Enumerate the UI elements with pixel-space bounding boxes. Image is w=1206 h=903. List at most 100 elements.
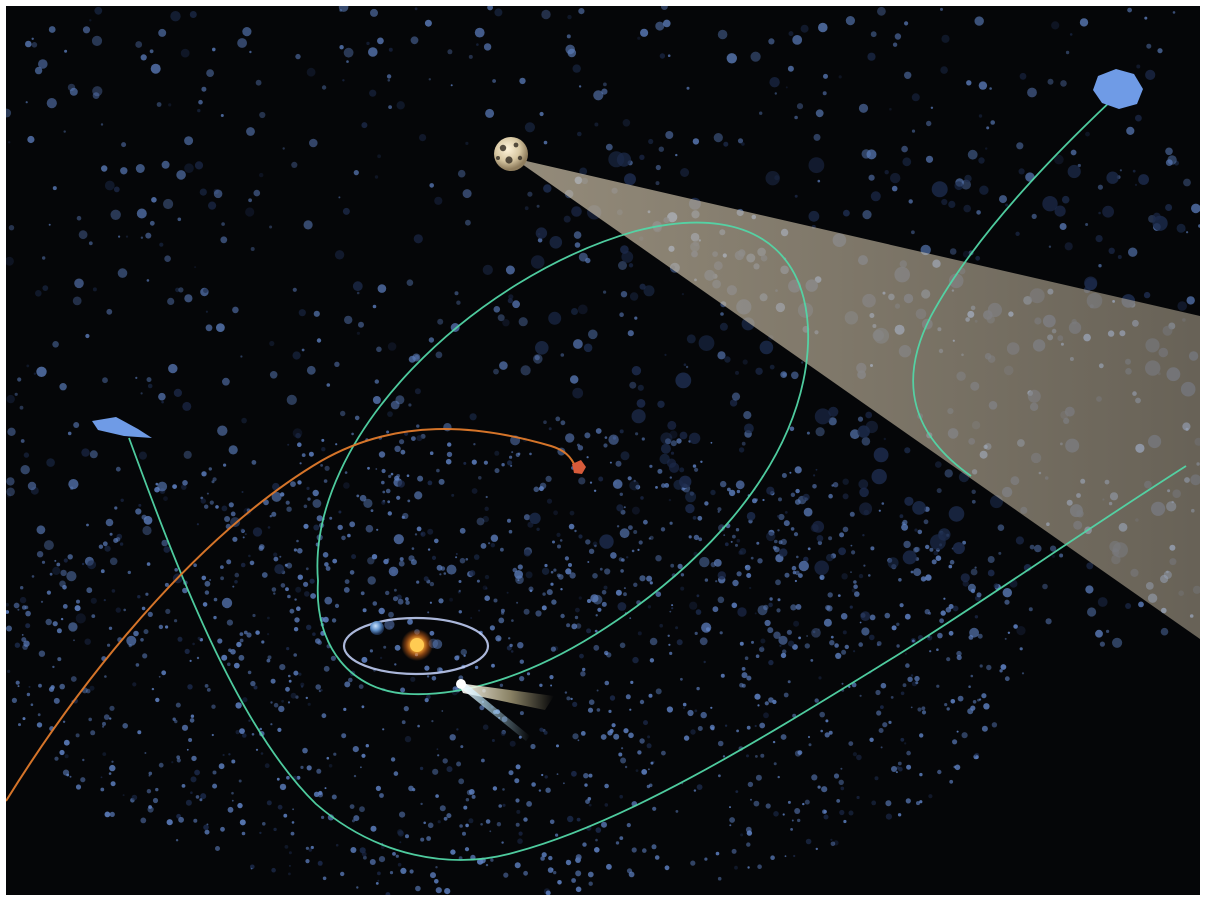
asteroid: [829, 640, 835, 646]
red-asteroid[interactable]: [572, 460, 586, 474]
asteroid: [20, 439, 25, 443]
asteroid: [36, 551, 44, 558]
asteroid: [324, 787, 327, 790]
asteroid: [577, 304, 588, 315]
asteroid: [122, 794, 125, 797]
asteroid: [769, 364, 775, 370]
asteroid: [624, 173, 636, 186]
asteroid: [140, 236, 144, 239]
asteroid: [869, 737, 874, 742]
asteroid: [115, 466, 121, 472]
asteroid: [166, 819, 173, 826]
asteroid: [529, 512, 541, 524]
asteroid: [238, 654, 245, 661]
asteroid: [334, 361, 340, 367]
asteroid: [277, 804, 283, 810]
distant-probe-left[interactable]: [92, 417, 152, 438]
asteroid: [375, 468, 378, 470]
asteroid: [209, 579, 212, 581]
asteroid: [557, 880, 562, 885]
asteroid: [824, 732, 830, 738]
asteroid: [297, 442, 302, 448]
asteroid: [971, 499, 976, 504]
asteroid: [26, 692, 31, 697]
asteroid: [817, 179, 821, 183]
asteroid: [692, 516, 697, 520]
asteroid: [1051, 21, 1060, 30]
asteroid: [405, 597, 409, 601]
asteroid: [484, 595, 491, 601]
asteroid: [850, 429, 860, 440]
asteroid: [791, 819, 794, 822]
asteroid: [371, 554, 378, 560]
asteroid: [1112, 637, 1123, 648]
asteroid: [699, 637, 708, 646]
asteroid: [796, 555, 799, 559]
asteroid: [713, 559, 722, 567]
asteroid: [737, 138, 744, 144]
asteroid: [623, 587, 626, 590]
asteroid: [628, 263, 634, 268]
asteroid: [301, 348, 305, 352]
asteroid: [392, 852, 396, 856]
asteroid: [109, 811, 115, 818]
asteroid: [232, 585, 235, 588]
asteroid: [887, 557, 899, 569]
asteroid: [792, 35, 803, 45]
asteroid: [778, 540, 783, 545]
asteroid: [851, 588, 856, 593]
asteroid: [675, 626, 679, 630]
asteroid: [369, 859, 376, 865]
asteroid: [500, 731, 506, 736]
asteroid: [929, 547, 934, 552]
solar-system-scene[interactable]: [6, 6, 1200, 895]
asteroid: [1059, 223, 1067, 230]
asteroid: [545, 890, 551, 895]
asteroid: [648, 693, 653, 698]
asteroid: [347, 533, 351, 538]
asteroid: [135, 508, 142, 515]
asteroid: [248, 554, 251, 558]
sun[interactable]: [401, 629, 433, 661]
asteroid: [898, 578, 902, 582]
asteroid: [1152, 215, 1168, 231]
asteroid: [548, 311, 562, 325]
asteroid: [175, 702, 181, 708]
crater-moon[interactable]: [494, 137, 528, 171]
asteroid: [485, 108, 495, 118]
asteroid: [507, 460, 513, 466]
asteroid: [62, 769, 70, 776]
asteroid: [605, 143, 613, 151]
asteroid: [798, 636, 801, 640]
asteroid: [155, 787, 159, 792]
asteroid: [679, 467, 685, 473]
asteroid: [109, 717, 112, 720]
earth[interactable]: [370, 621, 384, 635]
asteroid: [500, 547, 504, 552]
asteroid: [588, 881, 593, 886]
asteroid: [625, 694, 631, 700]
asteroid: [633, 530, 638, 534]
asteroid: [324, 562, 329, 567]
asteroid: [397, 862, 402, 867]
asteroid: [381, 500, 386, 505]
distant-probe-top-right[interactable]: [1093, 69, 1143, 109]
comet[interactable]: [456, 679, 554, 741]
asteroid: [782, 813, 785, 816]
asteroid: [783, 692, 789, 698]
asteroid: [8, 141, 11, 144]
asteroid: [1127, 7, 1132, 13]
asteroid: [550, 582, 554, 586]
asteroid: [833, 840, 839, 846]
asteroid: [443, 816, 448, 821]
asteroid: [321, 447, 326, 452]
asteroid: [776, 515, 780, 518]
asteroid: [565, 433, 575, 443]
asteroid: [858, 103, 869, 113]
asteroid: [109, 764, 116, 772]
asteroid: [978, 114, 983, 118]
asteroid: [490, 534, 499, 542]
asteroid: [367, 466, 370, 470]
asteroid: [478, 609, 481, 612]
